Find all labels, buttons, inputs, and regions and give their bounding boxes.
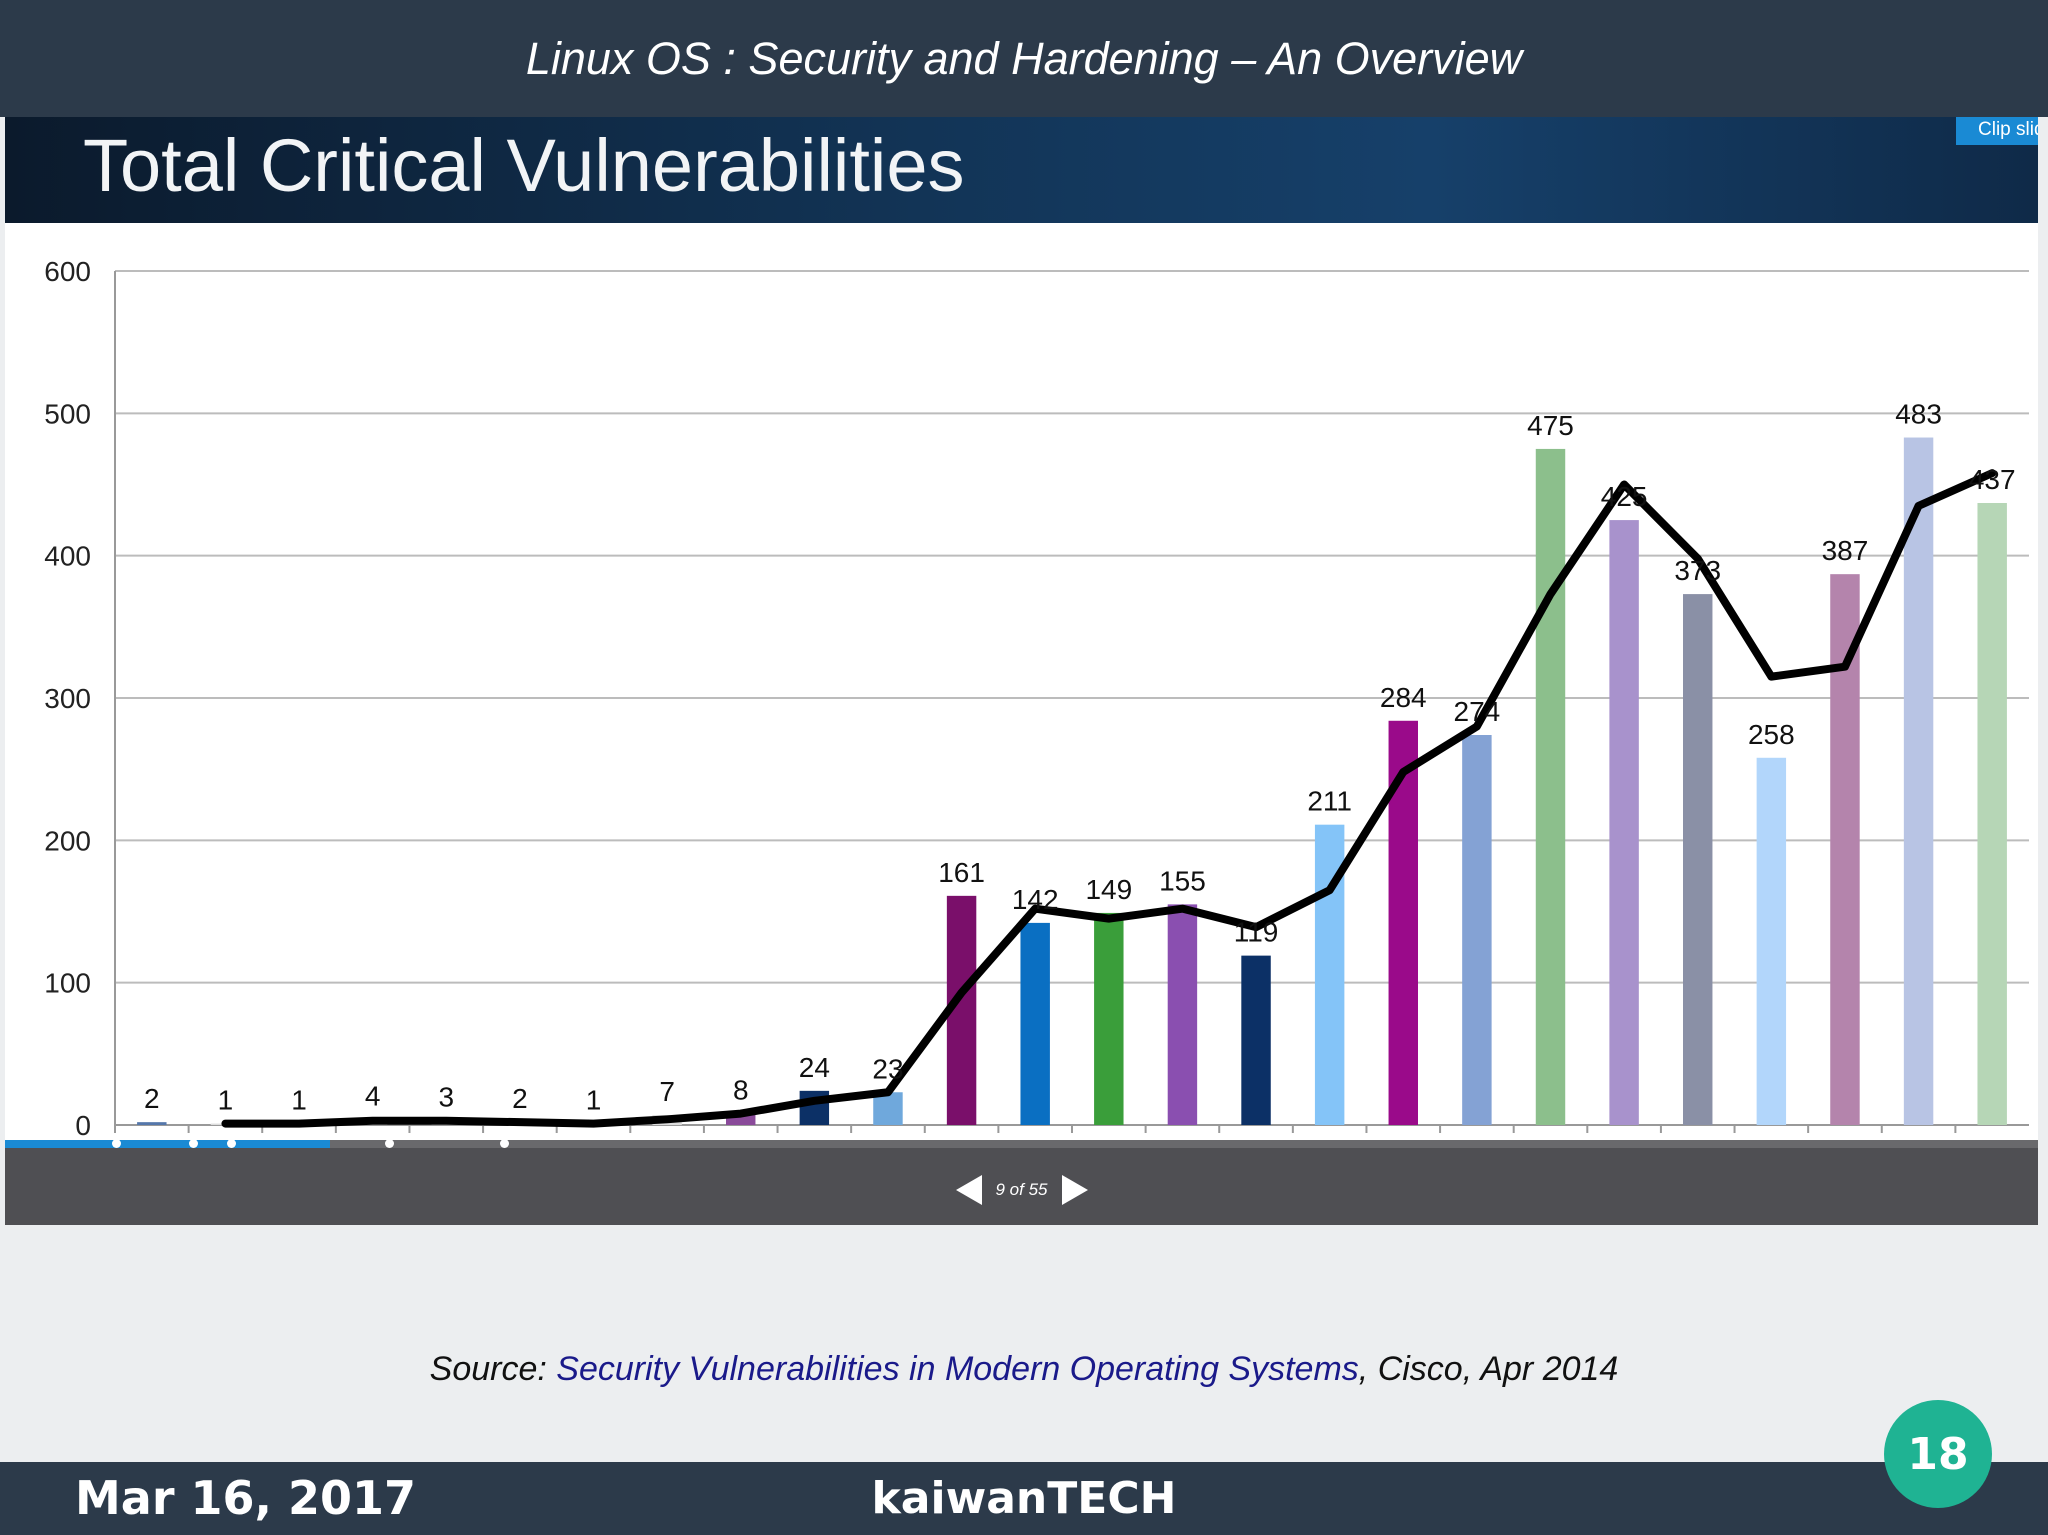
bar: [1462, 735, 1492, 1125]
source-link[interactable]: Security Vulnerabilities in Modern Opera…: [556, 1350, 1359, 1388]
data-label: 387: [1822, 535, 1869, 566]
bar: [1977, 503, 2007, 1126]
data-label: 284: [1380, 682, 1427, 713]
y-tick-label: 100: [44, 968, 91, 999]
trend-line-group: [221, 469, 1997, 1128]
clip-slide-label: Clip slide: [1978, 119, 2038, 140]
data-label: 1: [586, 1085, 602, 1116]
page-counter: 9 of 55: [995, 1180, 1048, 1199]
slide-title: Linux OS : Security and Hardening – An O…: [525, 32, 1523, 84]
bar: [1535, 448, 1566, 1126]
data-label: 475: [1527, 410, 1574, 441]
y-tick-label: 200: [44, 825, 91, 856]
y-tick-label: 0: [75, 1110, 91, 1140]
data-label: 373: [1674, 555, 1721, 586]
player-controls: 9 of 55: [5, 1170, 2038, 1210]
bar: [1167, 904, 1198, 1125]
bar: [1094, 912, 1124, 1125]
footer-brand: kaiwanTECH: [871, 1473, 1177, 1524]
bar: [1020, 922, 1050, 1125]
data-label: 483: [1895, 399, 1942, 430]
page-number-badge: 18: [1884, 1400, 1992, 1508]
data-label: 161: [938, 857, 985, 888]
bar: [1830, 574, 1860, 1125]
progress-marker[interactable]: [112, 1139, 121, 1148]
data-label: 155: [1159, 865, 1206, 896]
slide-footer: Mar 16, 2017 kaiwanTECH: [0, 1462, 2048, 1535]
data-label: 425: [1601, 481, 1648, 512]
bar: [726, 1113, 756, 1125]
data-label: 1: [218, 1085, 234, 1116]
data-label: 23: [872, 1053, 903, 1084]
data-label: 274: [1454, 696, 1501, 727]
embedded-slide-viewer[interactable]: Total Critical Vulnerabilities Clip slid…: [5, 117, 2038, 1225]
y-tick-label: 600: [44, 256, 91, 287]
bar: [1609, 520, 1639, 1125]
data-label: 119: [1234, 917, 1279, 948]
data-label: 2: [512, 1083, 528, 1114]
data-label: 24: [799, 1052, 830, 1083]
progress-track[interactable]: [5, 1139, 2038, 1148]
progress-marker[interactable]: [385, 1139, 394, 1148]
bar: [137, 1122, 167, 1125]
vulnerabilities-chart: 0100200300400500600198819891990199119921…: [44, 256, 2029, 1140]
data-label: 3: [438, 1082, 454, 1113]
clip-slide-button[interactable]: Clip slide: [1956, 117, 2038, 145]
bar: [1241, 955, 1271, 1125]
data-label: 2: [144, 1083, 160, 1114]
bars: [137, 437, 2007, 1126]
trend-line: [221, 469, 1997, 1128]
y-tick-label: 500: [44, 398, 91, 429]
progress-marker[interactable]: [189, 1139, 198, 1148]
player-control-bar: 9 of 55: [5, 1139, 2038, 1225]
bar: [873, 1092, 903, 1125]
next-slide-icon[interactable]: [1061, 1175, 1088, 1205]
progress-fill: [5, 1140, 331, 1148]
bar: [1903, 437, 1934, 1125]
data-label: 142: [1012, 884, 1059, 915]
source-citation: Source: Security Vulnerabilities in Mode…: [0, 1350, 2048, 1389]
chart-title: Total Critical Vulnerabilities: [83, 124, 965, 207]
data-label: 149: [1085, 874, 1132, 905]
slide-header: Linux OS : Security and Hardening – An O…: [0, 0, 2048, 117]
y-tick-label: 400: [44, 541, 91, 572]
data-label: 7: [659, 1076, 675, 1107]
source-prefix: Source:: [429, 1350, 557, 1388]
progress-marker[interactable]: [500, 1139, 509, 1148]
data-label: 211: [1307, 786, 1352, 817]
y-tick-label: 300: [44, 683, 91, 714]
data-label: 8: [733, 1075, 749, 1106]
embed-banner: Total Critical Vulnerabilities: [5, 117, 2038, 223]
footer-date: Mar 16, 2017: [75, 1471, 417, 1525]
source-suffix: , Cisco, Apr 2014: [1358, 1350, 1619, 1388]
previous-slide-icon[interactable]: [955, 1175, 982, 1205]
data-label: 4: [365, 1080, 381, 1111]
data-label: 1: [291, 1085, 307, 1116]
bar: [1756, 757, 1787, 1125]
progress-marker[interactable]: [227, 1139, 236, 1148]
bar: [1683, 594, 1713, 1125]
data-label: 258: [1748, 719, 1795, 750]
data-label: 437: [1969, 464, 2016, 495]
